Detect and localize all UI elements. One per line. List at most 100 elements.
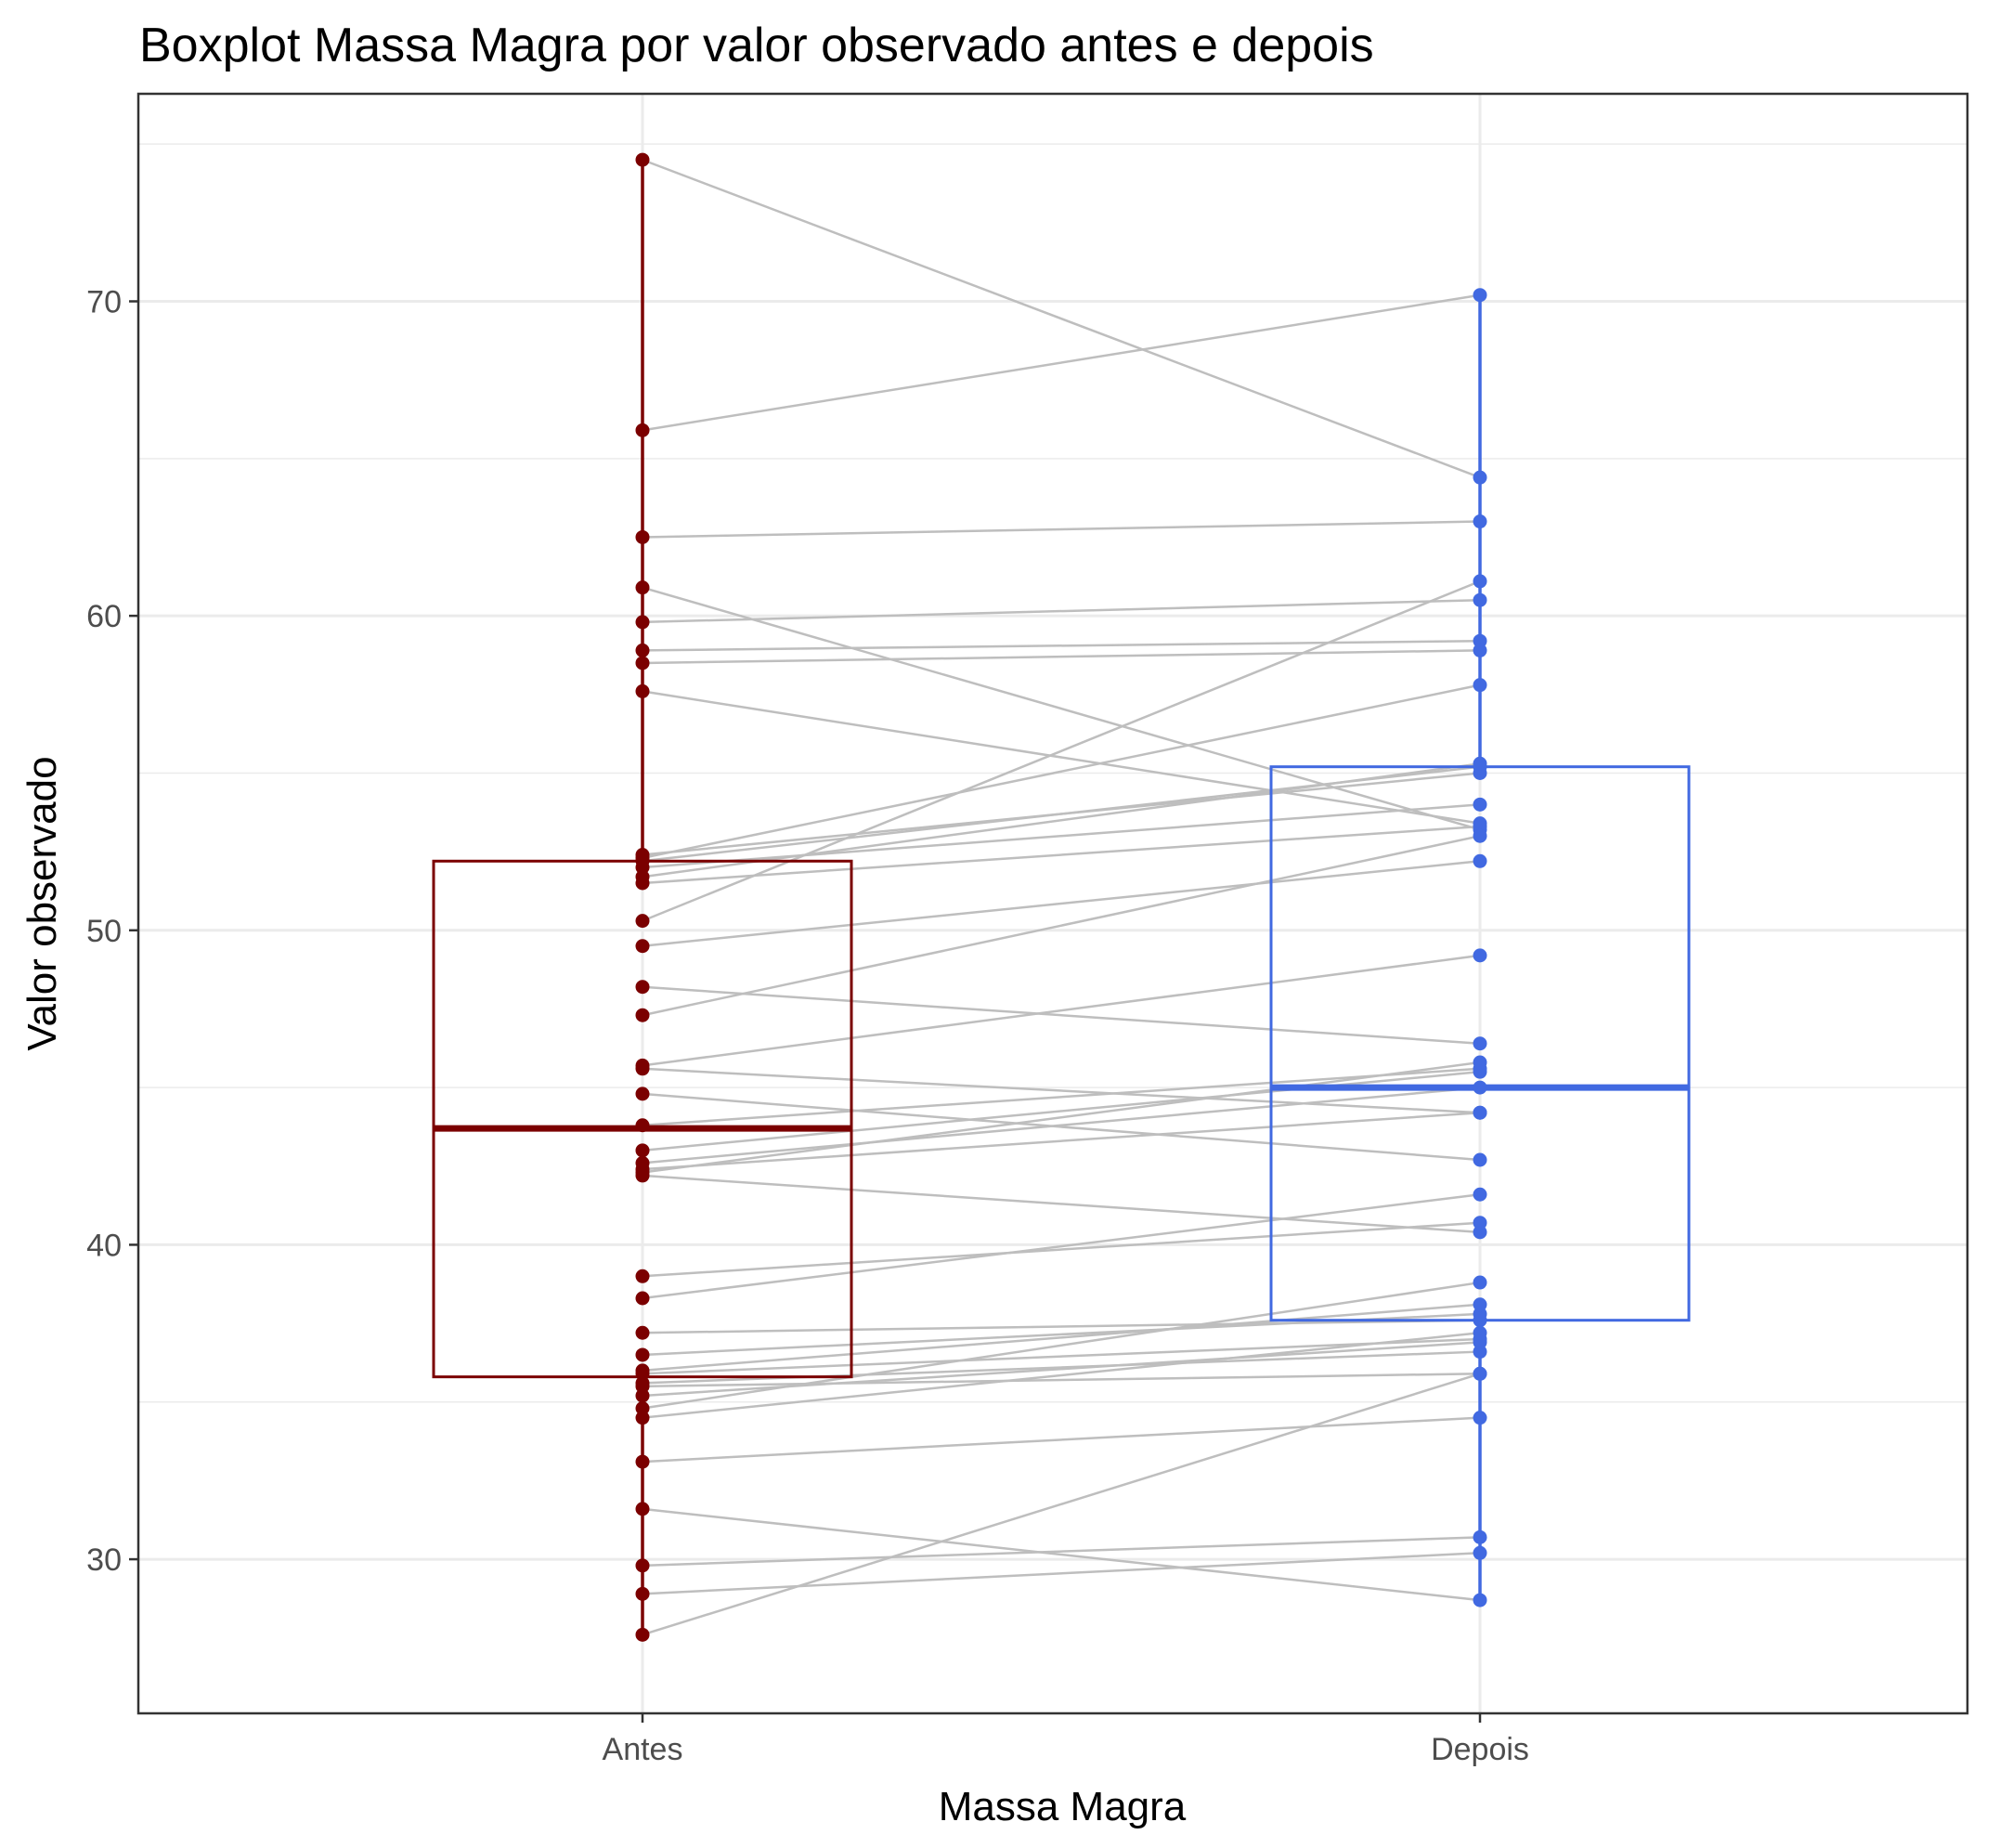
point-depois-16	[1473, 1036, 1487, 1051]
pair-line-28	[642, 1193, 1481, 1300]
y-tick-label-40: 40	[86, 1228, 122, 1263]
pair-line-37	[642, 1332, 1481, 1419]
pair-line-36	[642, 1281, 1481, 1410]
point-depois-27	[1473, 1216, 1487, 1230]
pair-lines	[642, 158, 1481, 1636]
point-depois-41	[1473, 1545, 1487, 1560]
point-depois-38	[1473, 1411, 1487, 1425]
point-antes-42	[635, 1627, 650, 1642]
point-antes-29	[635, 1325, 650, 1340]
point-depois-24	[1473, 1105, 1487, 1120]
pair-line-0	[642, 158, 1481, 479]
pair-line-7	[642, 690, 1481, 825]
pair-line-17	[642, 834, 1481, 1017]
point-depois-28	[1473, 1187, 1487, 1202]
point-depois-12	[1473, 756, 1487, 771]
point-antes-13	[635, 876, 650, 891]
pair-line-42	[642, 1373, 1481, 1636]
pair-line-19	[642, 1067, 1481, 1114]
pair-line-29	[642, 1319, 1481, 1334]
point-depois-17	[1473, 828, 1487, 843]
point-antes-3	[635, 580, 650, 595]
point-antes-5	[635, 643, 650, 657]
y-tick-label-30: 30	[86, 1542, 122, 1578]
point-depois-36	[1473, 1275, 1487, 1290]
point-antes-19	[635, 1061, 650, 1076]
point-antes-28	[635, 1291, 650, 1306]
point-depois-23	[1473, 1080, 1487, 1095]
point-antes-39	[635, 1502, 650, 1516]
pair-line-2	[642, 520, 1481, 539]
pair-line-12	[642, 762, 1481, 878]
point-antes-15	[635, 939, 650, 954]
point-antes-6	[635, 656, 650, 670]
pair-line-38	[642, 1416, 1481, 1464]
pair-line-9	[642, 683, 1481, 860]
point-antes-0	[635, 152, 650, 167]
point-depois-11	[1473, 797, 1487, 812]
panel-border	[136, 92, 1969, 1715]
x-tick-label-depois: Depois	[1431, 1732, 1529, 1767]
pair-line-23	[642, 1086, 1481, 1165]
pair-line-24	[642, 1111, 1481, 1171]
point-depois-1	[1473, 288, 1487, 303]
point-antes-17	[635, 1008, 650, 1022]
pair-line-40	[642, 1536, 1481, 1568]
pair-line-1	[642, 293, 1481, 432]
points	[635, 152, 1487, 1642]
point-depois-18	[1473, 948, 1487, 963]
point-depois-25	[1473, 1055, 1487, 1070]
pair-line-18	[642, 954, 1481, 1067]
chart-title: Boxplot Massa Magra por valor observado …	[139, 19, 1374, 72]
pair-line-26	[642, 1174, 1481, 1234]
y-tick-label-50: 50	[86, 914, 122, 949]
point-antes-37	[635, 1411, 650, 1425]
pair-line-25	[642, 1061, 1481, 1174]
point-antes-22	[635, 1143, 650, 1158]
pair-line-3	[642, 586, 1481, 831]
pair-line-39	[642, 1507, 1481, 1602]
pair-line-32	[642, 1337, 1481, 1375]
point-antes-7	[635, 683, 650, 698]
point-antes-27	[635, 1269, 650, 1283]
y-axis: 30 40 50 60 70	[86, 285, 138, 1578]
point-depois-15	[1473, 853, 1487, 868]
point-depois-4	[1473, 592, 1487, 607]
pair-line-14	[642, 579, 1481, 922]
point-antes-4	[635, 615, 650, 630]
pair-line-4	[642, 598, 1481, 624]
pair-line-16	[642, 985, 1481, 1045]
x-tick-label-antes: Antes	[603, 1732, 683, 1767]
point-antes-20	[635, 1087, 650, 1101]
y-tick-label-70: 70	[86, 285, 122, 320]
point-antes-21	[635, 1118, 650, 1133]
pair-line-41	[642, 1552, 1481, 1595]
x-axis-title: Massa Magra	[939, 1784, 1187, 1829]
boxes	[432, 160, 1691, 1635]
pair-line-13	[642, 825, 1481, 885]
y-tick-label-60: 60	[86, 599, 122, 634]
point-antes-40	[635, 1558, 650, 1573]
point-antes-2	[635, 529, 650, 544]
point-depois-14	[1473, 574, 1487, 589]
pair-line-15	[642, 860, 1481, 947]
point-antes-41	[635, 1586, 650, 1601]
point-depois-37	[1473, 1325, 1487, 1340]
point-antes-1	[635, 423, 650, 437]
point-antes-26	[635, 1168, 650, 1183]
pair-line-21	[642, 1067, 1481, 1126]
point-antes-16	[635, 980, 650, 995]
pair-line-5	[642, 639, 1481, 652]
pair-line-27	[642, 1221, 1481, 1278]
point-antes-38	[635, 1454, 650, 1469]
point-depois-0	[1473, 470, 1487, 485]
y-axis-title: Valor observado	[19, 756, 65, 1050]
pair-line-22	[642, 1070, 1481, 1152]
point-antes-30	[635, 1347, 650, 1362]
x-axis: Antes Depois	[603, 1713, 1529, 1767]
pair-line-31	[642, 1303, 1481, 1373]
point-depois-6	[1473, 643, 1487, 657]
point-antes-35	[635, 1388, 650, 1403]
pair-line-34	[642, 1373, 1481, 1388]
